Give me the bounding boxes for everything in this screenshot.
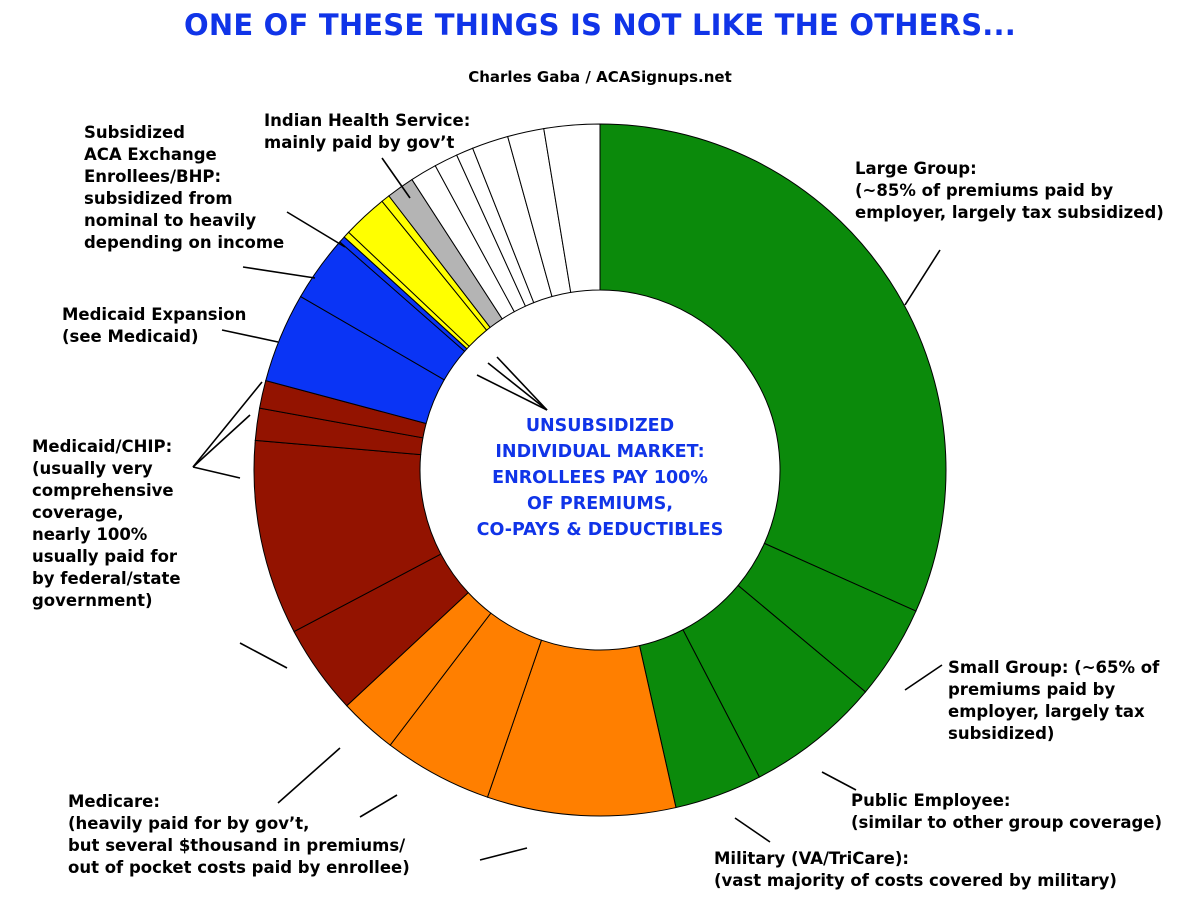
- leader-line-small-group: [904, 664, 943, 691]
- leader-line-unsubsidized-1: [476, 374, 548, 411]
- center-label-unsubsidized: UNSUBSIDIZED INDIVIDUAL MARKET: ENROLLEE…: [476, 416, 724, 540]
- label-medicaid-chip: Medicaid/CHIP: (usually very comprehensi…: [32, 437, 181, 610]
- leader-line-unsubsidized-2: [487, 362, 548, 411]
- leader-line-military: [734, 817, 771, 843]
- donut-slice-large-group-0: [599, 123, 947, 612]
- leader-line-medicare-2: [359, 794, 398, 818]
- label-small-group: Small Group: (~65% of premiums paid by e…: [948, 658, 1160, 743]
- leader-line-medicaid-expansion: [221, 329, 279, 343]
- leader-line-subsidized-2: [286, 211, 346, 248]
- label-medicaid-expansion: Medicaid Expansion (see Medicaid): [62, 305, 247, 346]
- leader-line-medicaid-2: [192, 414, 251, 468]
- leader-line-medicaid-1: [192, 381, 263, 468]
- chart-title: ONE OF THESE THINGS IS NOT LIKE THE OTHE…: [184, 8, 1016, 42]
- leader-line-medicare-1: [277, 747, 341, 804]
- leader-line-unsubsidized-3: [496, 356, 548, 411]
- label-medicare: Medicare: (heavily paid for by gov’t, bu…: [68, 792, 410, 877]
- leader-line-ihs: [381, 157, 411, 199]
- label-subsidized-aca: Subsidized ACA Exchange Enrollees/BHP: s…: [84, 123, 285, 252]
- slices: [253, 123, 947, 817]
- label-indian-health-service: Indian Health Service: mainly paid by go…: [264, 111, 471, 152]
- leader-line-medicaid-3: [192, 466, 241, 479]
- leader-line-public-employee: [821, 771, 857, 791]
- leader-line-large-group: [904, 249, 941, 306]
- leader-lines: [192, 157, 943, 861]
- donut-slice-unsubsidized-individual-market-23: [543, 123, 601, 293]
- leader-line-medicaid-4: [239, 642, 288, 669]
- label-military: Military (VA/TriCare): (vast majority of…: [714, 849, 1117, 890]
- leader-line-subsidized-1: [242, 266, 316, 279]
- leader-line-medicare-3: [479, 847, 528, 861]
- label-public-employee: Public Employee: (similar to other group…: [851, 791, 1163, 832]
- label-large-group: Large Group: (~85% of premiums paid by e…: [855, 159, 1164, 222]
- chart-subtitle: Charles Gaba / ACASignups.net: [468, 68, 732, 86]
